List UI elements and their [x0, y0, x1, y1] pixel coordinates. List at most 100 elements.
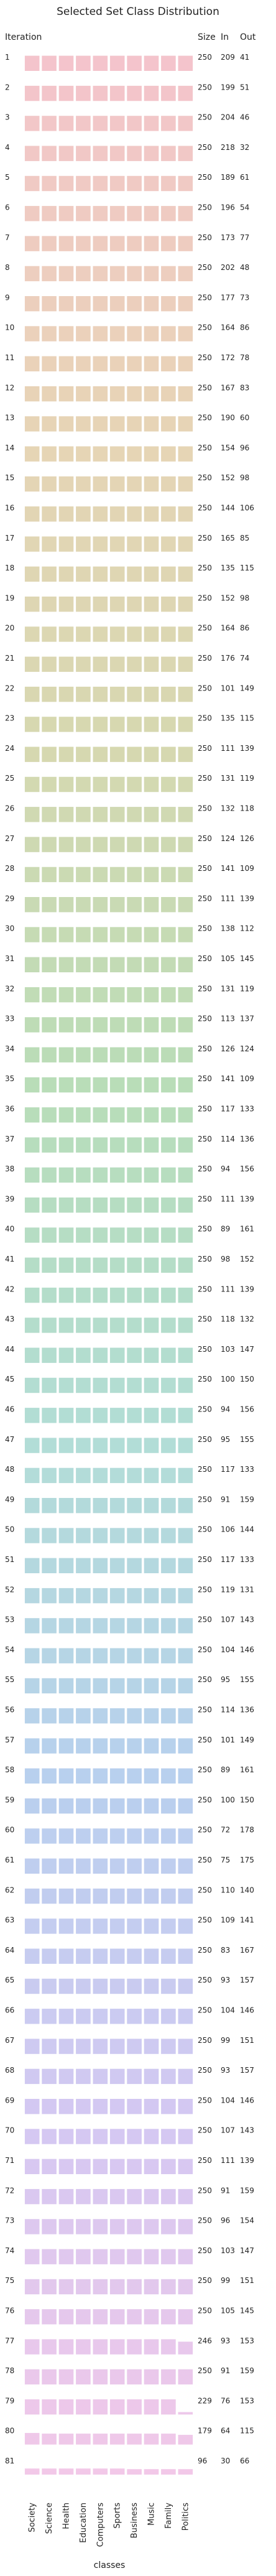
out-value: 77 [240, 233, 249, 242]
class-bar-sports [109, 326, 125, 342]
out-value: 124 [240, 1044, 254, 1053]
class-bar-science [42, 2129, 57, 2144]
class-bar-computers [93, 2369, 108, 2385]
class-bar-business [127, 1467, 142, 1484]
in-value: 141 [221, 864, 235, 873]
out-value: 159 [240, 2186, 254, 2195]
class-bar-society [24, 1047, 40, 1062]
class-bar-business [127, 1438, 142, 1453]
class-bar-computers [93, 807, 108, 822]
class-bar-health [58, 326, 74, 342]
class-bar-family [161, 2249, 176, 2264]
class-bar-business [127, 1137, 142, 1153]
out-value: 139 [240, 1285, 254, 1293]
class-bar-education [76, 1318, 91, 1333]
class-bar-society [24, 2009, 40, 2024]
class-bar-health [58, 1528, 74, 1543]
class-bar-family [161, 2469, 176, 2475]
class-bar-education [76, 2339, 91, 2355]
class-bar-music [144, 1978, 159, 1994]
out-value: 143 [240, 2126, 254, 2135]
class-bar-sports [109, 1618, 125, 1634]
class-bar-music [144, 1347, 159, 1363]
out-value: 32 [240, 143, 249, 152]
class-bar-politics [178, 2009, 193, 2024]
class-bar-sports [109, 1558, 125, 1573]
class-bar-health [58, 987, 74, 1003]
class-bar-education [76, 236, 91, 251]
iteration-row: 64 250 83 167 [5, 1946, 254, 1964]
class-bar-sports [109, 1077, 125, 1093]
iteration-row: 62 250 110 140 [5, 1886, 254, 1904]
class-bar-music [144, 1257, 159, 1273]
class-bar-politics [178, 266, 193, 282]
iteration-label: 25 [5, 774, 14, 783]
class-bar-family [161, 2339, 176, 2355]
class-bar-music [144, 2039, 159, 2054]
iteration-label: 3 [5, 113, 10, 122]
class-bar-computers [93, 1318, 108, 1333]
class-bar-health [58, 2309, 74, 2325]
class-bar-education [76, 1467, 91, 1484]
out-value: 73 [240, 293, 249, 302]
class-bar-health [58, 236, 74, 251]
class-bar-science [42, 1077, 57, 1093]
class-bar-family [161, 416, 176, 432]
class-bar-computers [93, 927, 108, 942]
class-bar-health [58, 116, 74, 131]
out-value: 141 [240, 1916, 254, 1925]
class-bar-business [127, 206, 142, 221]
class-bar-education [76, 1257, 91, 1273]
iteration-row: 26 250 132 118 [5, 804, 254, 822]
class-bar-computers [93, 1467, 108, 1484]
class-bar-family [161, 2188, 176, 2205]
class-bar-science [42, 1918, 57, 1934]
class-bar-science [42, 1197, 57, 1213]
class-bar-politics [178, 2341, 193, 2355]
iteration-row: 74 250 103 147 [5, 2246, 254, 2264]
class-bar-family [161, 1858, 176, 1874]
iteration-row: 78 250 91 159 [5, 2366, 254, 2385]
class-bar-family [161, 2219, 176, 2234]
class-bar-family [161, 1227, 176, 1243]
iteration-label: 12 [5, 383, 14, 392]
size-value: 250 [198, 83, 212, 91]
class-bar-business [127, 1798, 142, 1814]
size-value: 250 [198, 744, 212, 753]
out-value: 155 [240, 1675, 254, 1684]
class-bar-sports [109, 1227, 125, 1243]
class-bar-health [58, 686, 74, 702]
class-bar-music [144, 1798, 159, 1814]
class-bar-computers [93, 1257, 108, 1273]
out-value: 156 [240, 1165, 254, 1173]
class-bar-society [24, 1798, 40, 1814]
size-value: 250 [198, 1706, 212, 1714]
in-value: 172 [221, 353, 235, 362]
class-bar-sports [109, 1528, 125, 1543]
class-bar-sports [109, 236, 125, 251]
out-value: 86 [240, 323, 249, 332]
class-bar-business [127, 2249, 142, 2264]
class-bar-sports [109, 266, 125, 282]
class-bar-science [42, 1978, 57, 1994]
class-bar-society [24, 1467, 40, 1484]
size-value: 250 [198, 2246, 212, 2255]
in-value: 94 [221, 1405, 230, 1414]
class-bar-sports [109, 2249, 125, 2264]
class-bar-society [24, 2188, 40, 2205]
class-bar-society [24, 2219, 40, 2234]
class-bar-education [76, 1077, 91, 1093]
iteration-label: 56 [5, 1706, 14, 1714]
class-bar-business [127, 175, 142, 192]
class-bar-health [58, 1498, 74, 1514]
class-bar-computers [93, 446, 108, 462]
class-bar-music [144, 1137, 159, 1153]
iteration-row: 73 250 96 154 [5, 2216, 254, 2234]
iteration-label: 47 [5, 1435, 14, 1444]
class-bar-music [144, 1167, 159, 1183]
class-bar-education [76, 1347, 91, 1363]
class-bar-politics [178, 897, 193, 913]
class-bar-science [42, 717, 57, 732]
class-bar-health [58, 1798, 74, 1814]
